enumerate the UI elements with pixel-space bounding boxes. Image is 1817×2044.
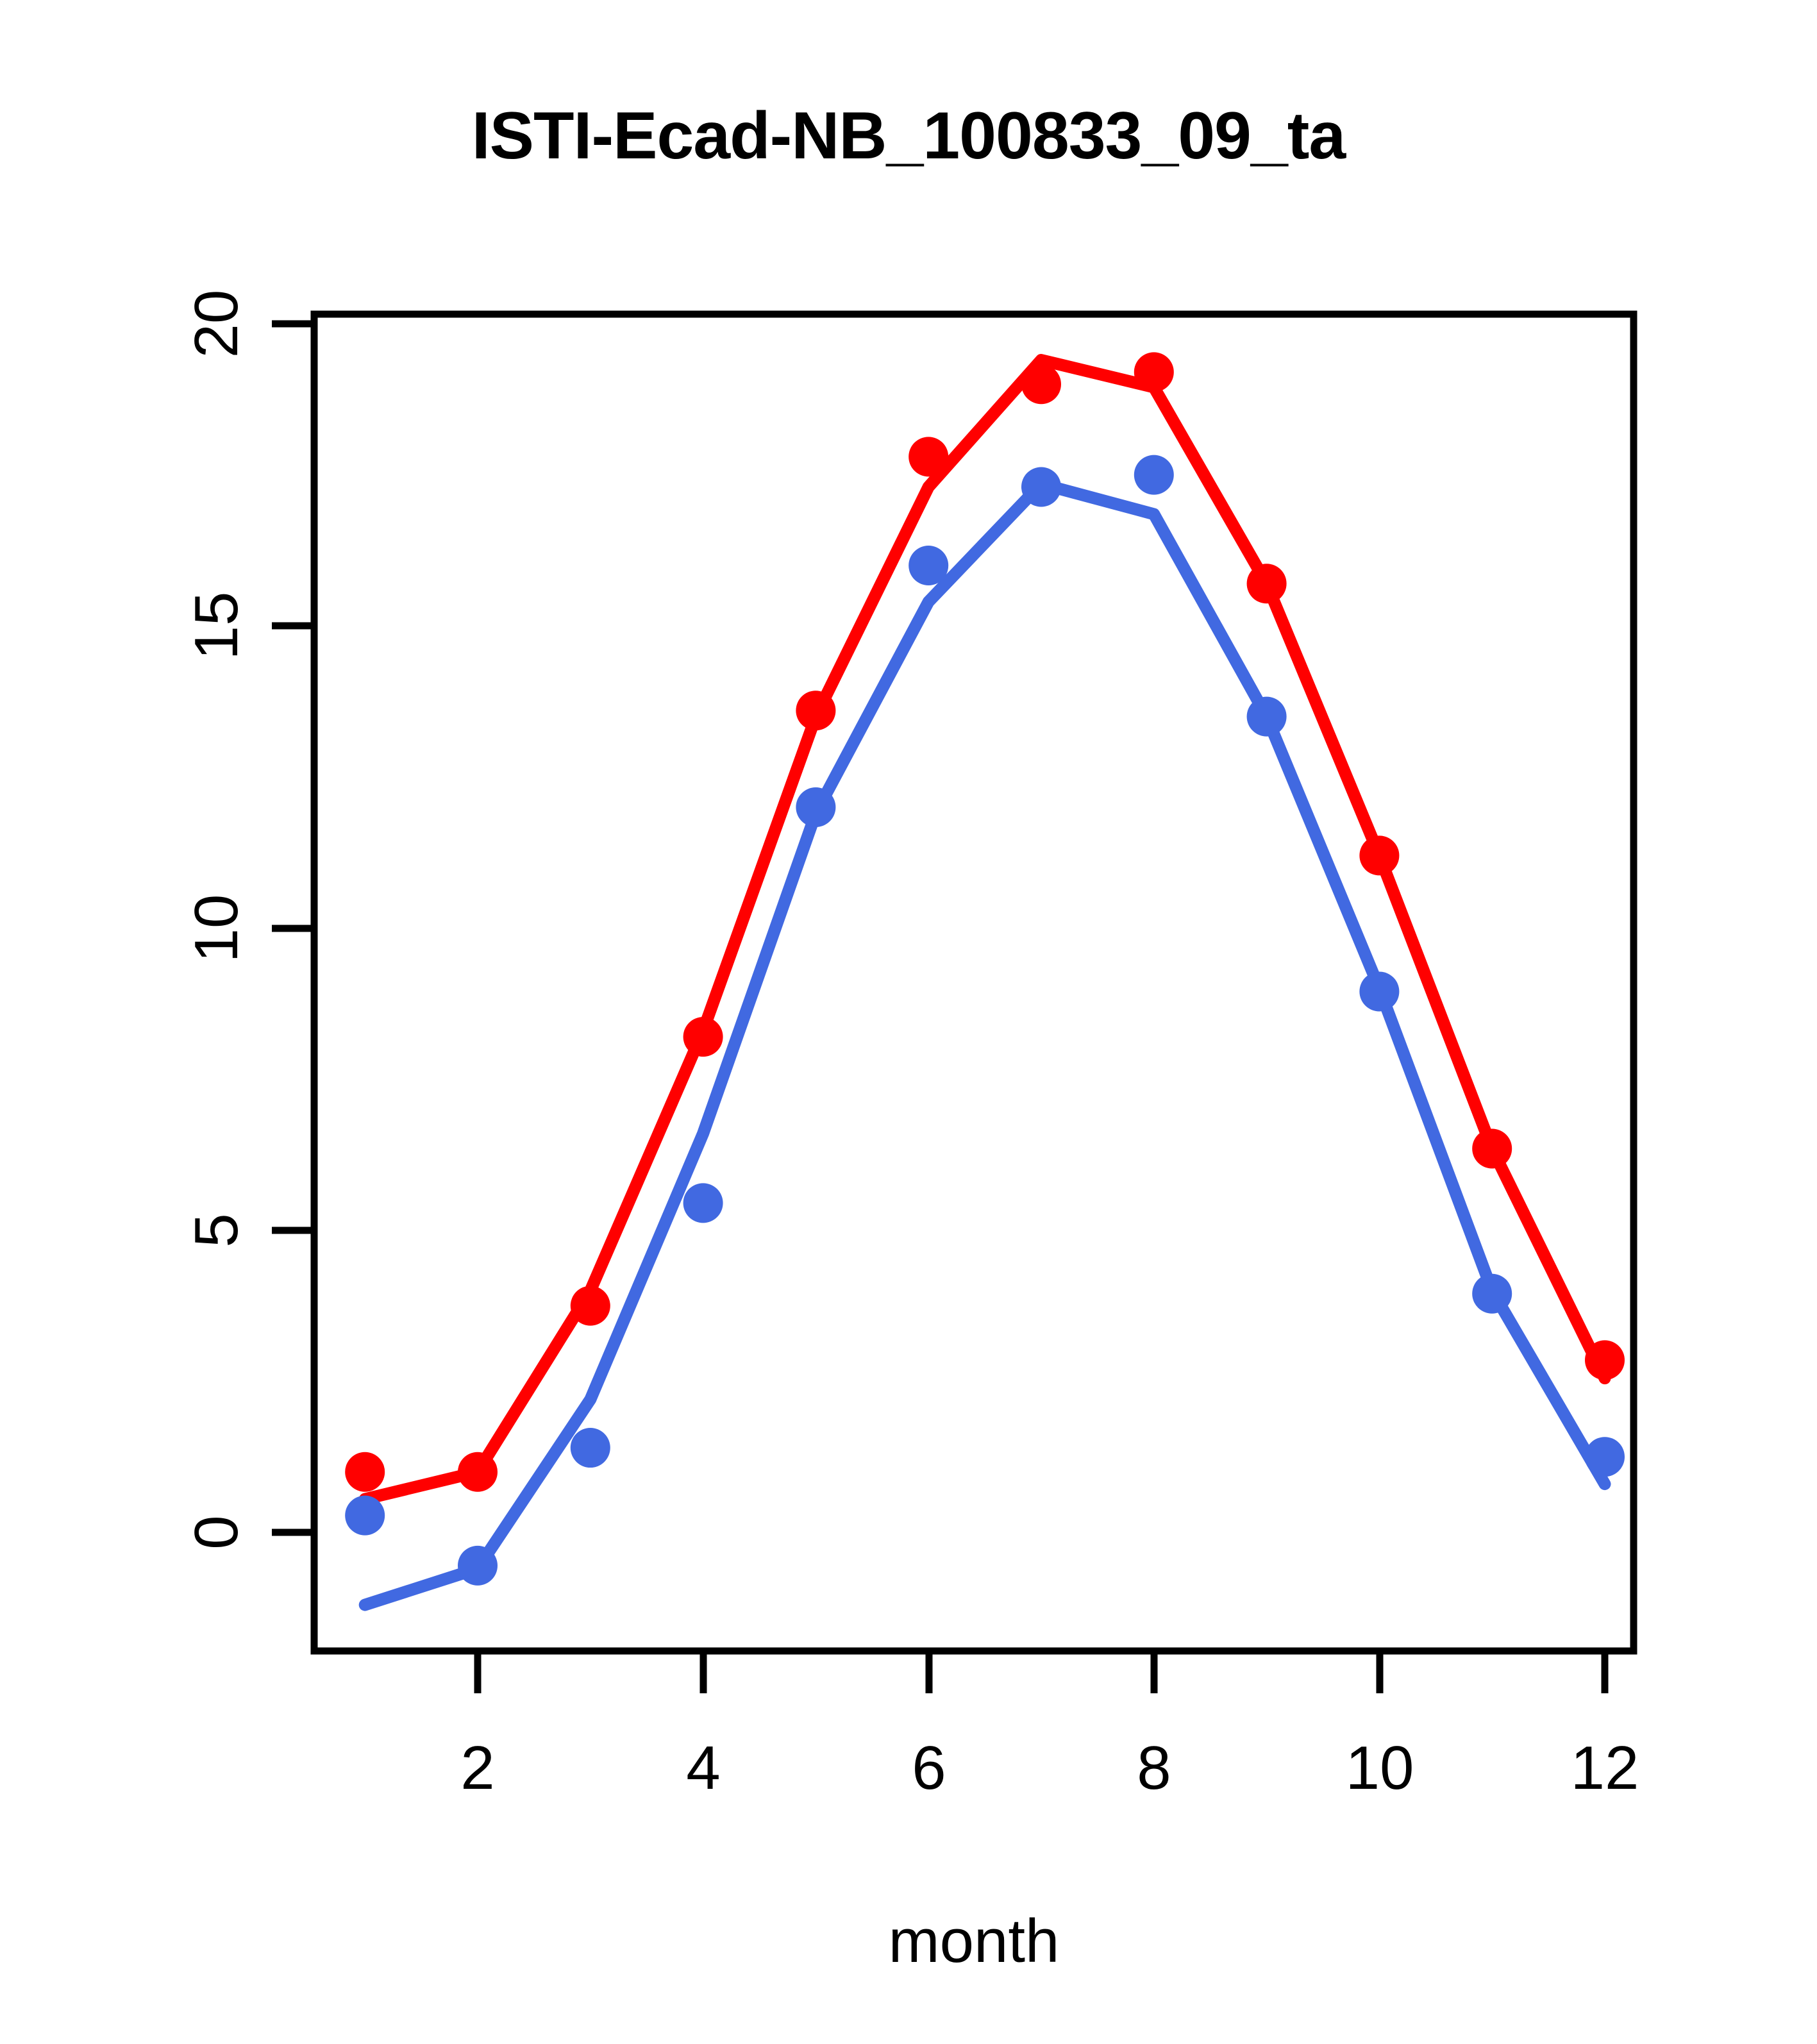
y-axis-ticks (272, 320, 314, 1536)
y-tick-label-20: 20 (182, 290, 251, 358)
series-lines-layer (358, 354, 1611, 1611)
blue-series-point-month-9 (1246, 696, 1287, 737)
red-series-point-month-9 (1246, 564, 1287, 604)
blue-series-line (358, 478, 1611, 1611)
red-series-line (358, 354, 1611, 1505)
blue-series-point-month-8 (1134, 455, 1174, 495)
blue-series-point-month-12 (1585, 1437, 1625, 1477)
x-axis-title: month (889, 1907, 1060, 1975)
x-tick-label-2: 2 (460, 1734, 494, 1802)
red-series-point-month-8 (1134, 352, 1174, 392)
x-axis-ticks (474, 1651, 1609, 1693)
red-series-point-month-6 (908, 437, 949, 477)
red-series-point-month-3 (570, 1286, 610, 1326)
y-axis-tick-labels: 0 5 10 15 20 (182, 290, 251, 1550)
blue-series-point-month-3 (570, 1428, 610, 1468)
blue-series-point-month-7 (1021, 467, 1061, 507)
red-series-point-month-10 (1359, 835, 1400, 876)
x-tick-label-4: 4 (686, 1734, 720, 1802)
x-tick-label-12: 12 (1571, 1734, 1639, 1802)
x-tick-label-10: 10 (1346, 1734, 1414, 1802)
y-tick-label-15: 15 (182, 592, 251, 660)
x-tick-label-8: 8 (1137, 1734, 1171, 1802)
series-points-layer (345, 352, 1625, 1586)
blue-series-point-month-11 (1472, 1273, 1512, 1314)
red-series-point-month-7 (1021, 364, 1061, 405)
blue-series-point-month-6 (908, 546, 949, 585)
red-series-point-month-1 (345, 1452, 385, 1492)
y-tick-label-5: 5 (182, 1213, 251, 1247)
blue-series-point-month-4 (683, 1183, 723, 1223)
x-tick-label-6: 6 (912, 1734, 946, 1802)
y-tick-label-0: 0 (182, 1515, 251, 1549)
x-axis-tick-labels: 2 4 6 8 10 12 (460, 1734, 1639, 1802)
page-title: ISTI-Ecad-NB_100833_09_ta (471, 99, 1346, 173)
blue-series-point-month-10 (1359, 971, 1400, 1012)
red-series-point-month-5 (796, 691, 836, 731)
blue-series-point-month-1 (345, 1495, 385, 1536)
y-tick-label-10: 10 (182, 894, 251, 963)
red-series-point-month-4 (683, 1017, 723, 1057)
blue-series-point-month-5 (796, 787, 836, 827)
blue-series-point-month-2 (458, 1545, 498, 1586)
plot-frame (310, 310, 1637, 1655)
red-series-point-month-2 (458, 1452, 498, 1492)
red-series-point-month-12 (1585, 1340, 1625, 1380)
red-series-point-month-11 (1472, 1128, 1512, 1169)
